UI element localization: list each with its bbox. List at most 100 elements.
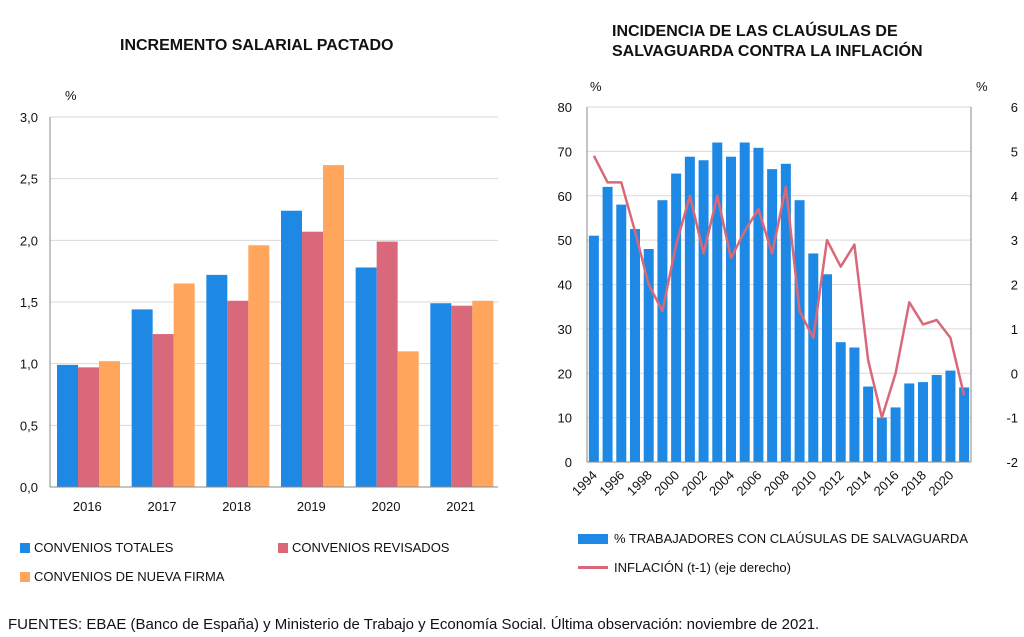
bar [753, 147, 764, 462]
y-tick-label: 2,0 [20, 233, 38, 248]
legend-convenios-revisados: CONVENIOS REVISADOS [278, 540, 449, 555]
bar [323, 165, 344, 487]
legend-label: INFLACIÓN (t-1) (eje derecho) [614, 560, 791, 575]
bar [684, 156, 695, 462]
bar [835, 342, 846, 462]
y-tick-label-right: 1 [1011, 322, 1018, 337]
y-tick-label-left: 70 [558, 144, 572, 159]
y-tick-label: 2,5 [20, 172, 38, 187]
bar [959, 387, 970, 462]
legend-swatch [578, 533, 608, 544]
x-tick-label: 2008 [761, 468, 792, 499]
bar [657, 200, 668, 462]
x-tick-label: 2019 [297, 499, 326, 514]
x-tick-label: 2006 [733, 468, 764, 499]
bar [780, 163, 791, 463]
bar [849, 347, 860, 462]
y-tick-label-right: -2 [1006, 455, 1018, 470]
y-tick-label-left: 20 [558, 366, 572, 381]
y-tick-label-right: 4 [1011, 189, 1018, 204]
bar [767, 169, 778, 462]
x-tick-label: 2020 [372, 499, 401, 514]
inflation-line [592, 155, 966, 419]
bar [630, 229, 640, 462]
x-tick-label: 2010 [788, 468, 819, 499]
legend-swatch [278, 542, 288, 553]
x-tick-label: 1996 [596, 468, 627, 499]
bar [904, 383, 915, 462]
legend-convenios-nueva-firma: CONVENIOS DE NUEVA FIRMA [20, 569, 224, 584]
x-tick-label: 2018 [898, 468, 929, 499]
bar [863, 386, 874, 462]
bar [890, 407, 901, 462]
y-tick-label: 1,0 [20, 357, 38, 372]
y-tick-label-right: -1 [1006, 411, 1018, 426]
y-tick-label-right: 5 [1011, 144, 1018, 159]
x-tick-label: 2014 [843, 468, 874, 499]
y-tick-label-left: 50 [558, 233, 572, 248]
bar [794, 200, 805, 462]
y-tick-label-right: 6 [1011, 100, 1018, 115]
bar [726, 156, 736, 462]
bar [739, 142, 750, 462]
right-chart-title: INCIDENCIA DE LAS CLAÚSULAS DE SALVAGUAR… [612, 23, 923, 60]
legend-swatch [578, 566, 608, 569]
bar [131, 309, 153, 487]
legend-convenios-totales: CONVENIOS TOTALES [20, 540, 173, 555]
y-tick-label: 3,0 [20, 110, 38, 125]
left-chart: % 0,0 0,5 1,0 1,5 2,0 2,5 3,0 2016 2017 2018 2019 20… [20, 88, 498, 514]
bar [355, 267, 377, 487]
legend-inflacion: INFLACIÓN (t-1) (eje derecho) [578, 560, 791, 575]
y-axis-unit: % [65, 88, 77, 103]
bar [918, 382, 928, 462]
x-tick-label: 2018 [222, 499, 251, 514]
bar [643, 249, 654, 462]
bar [712, 142, 723, 462]
bar [588, 235, 599, 462]
bar [602, 186, 613, 462]
legend-label: CONVENIOS REVISADOS [292, 540, 450, 555]
legend-trabajadores-salvaguarda: % TRABAJADORES CON CLAÚSULAS DE SALVAGUA… [578, 531, 968, 546]
x-tick-label: 2020 [925, 468, 956, 499]
y-tick-label-right: 2 [1011, 278, 1018, 293]
x-tick-label: 2002 [679, 468, 710, 499]
y-tick-label-right: 3 [1011, 233, 1018, 248]
y-axis-unit-right: % [976, 79, 988, 94]
x-tick-label: 1998 [624, 468, 655, 499]
x-tick-label: 2016 [73, 499, 102, 514]
x-tick-label: 2017 [148, 499, 177, 514]
bar [945, 370, 956, 462]
bar [227, 300, 249, 487]
y-tick-label-left: 40 [558, 278, 572, 293]
bar [430, 303, 452, 487]
bar [302, 231, 323, 487]
bar [173, 283, 195, 487]
y-tick-label: 0,0 [20, 480, 38, 495]
y-tick-label-left: 60 [558, 189, 572, 204]
bar [876, 417, 887, 462]
legend-label: CONVENIOS DE NUEVA FIRMA [34, 569, 225, 584]
bar [376, 241, 398, 487]
x-tick-label: 2012 [816, 468, 847, 499]
y-axis-unit-left: % [590, 79, 602, 94]
bar [152, 334, 174, 487]
bar [931, 375, 942, 462]
y-tick-label-left: 30 [558, 322, 572, 337]
bar [472, 300, 494, 487]
bar [451, 305, 473, 487]
x-tick-label: 2021 [446, 499, 475, 514]
y-tick-label-left: 10 [558, 411, 572, 426]
bar [78, 367, 99, 487]
y-tick-label: 0,5 [20, 418, 38, 433]
bar [698, 160, 709, 462]
bar [822, 274, 832, 462]
bar [671, 173, 682, 462]
legend-label: % TRABAJADORES CON CLAÚSULAS DE SALVAGUA… [614, 531, 968, 546]
bar [281, 210, 302, 487]
y-tick-label-left: 80 [558, 100, 572, 115]
y-tick-label-right: 0 [1011, 366, 1018, 381]
x-tick-label: 1994 [569, 468, 600, 499]
x-tick-label: 2000 [651, 468, 682, 499]
y-tick-label: 1,5 [20, 295, 38, 310]
legend-label: CONVENIOS TOTALES [34, 540, 174, 555]
